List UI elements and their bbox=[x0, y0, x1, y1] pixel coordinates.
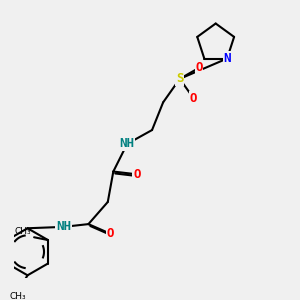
Text: N: N bbox=[223, 52, 231, 65]
Text: CH₃: CH₃ bbox=[14, 227, 31, 236]
Text: O: O bbox=[190, 92, 197, 105]
Text: O: O bbox=[195, 61, 203, 74]
Text: NH: NH bbox=[56, 220, 71, 233]
Text: S: S bbox=[176, 72, 184, 86]
Text: O: O bbox=[107, 227, 114, 240]
Text: NH: NH bbox=[120, 137, 135, 150]
Text: CH₃: CH₃ bbox=[10, 292, 26, 300]
Text: O: O bbox=[133, 168, 141, 181]
